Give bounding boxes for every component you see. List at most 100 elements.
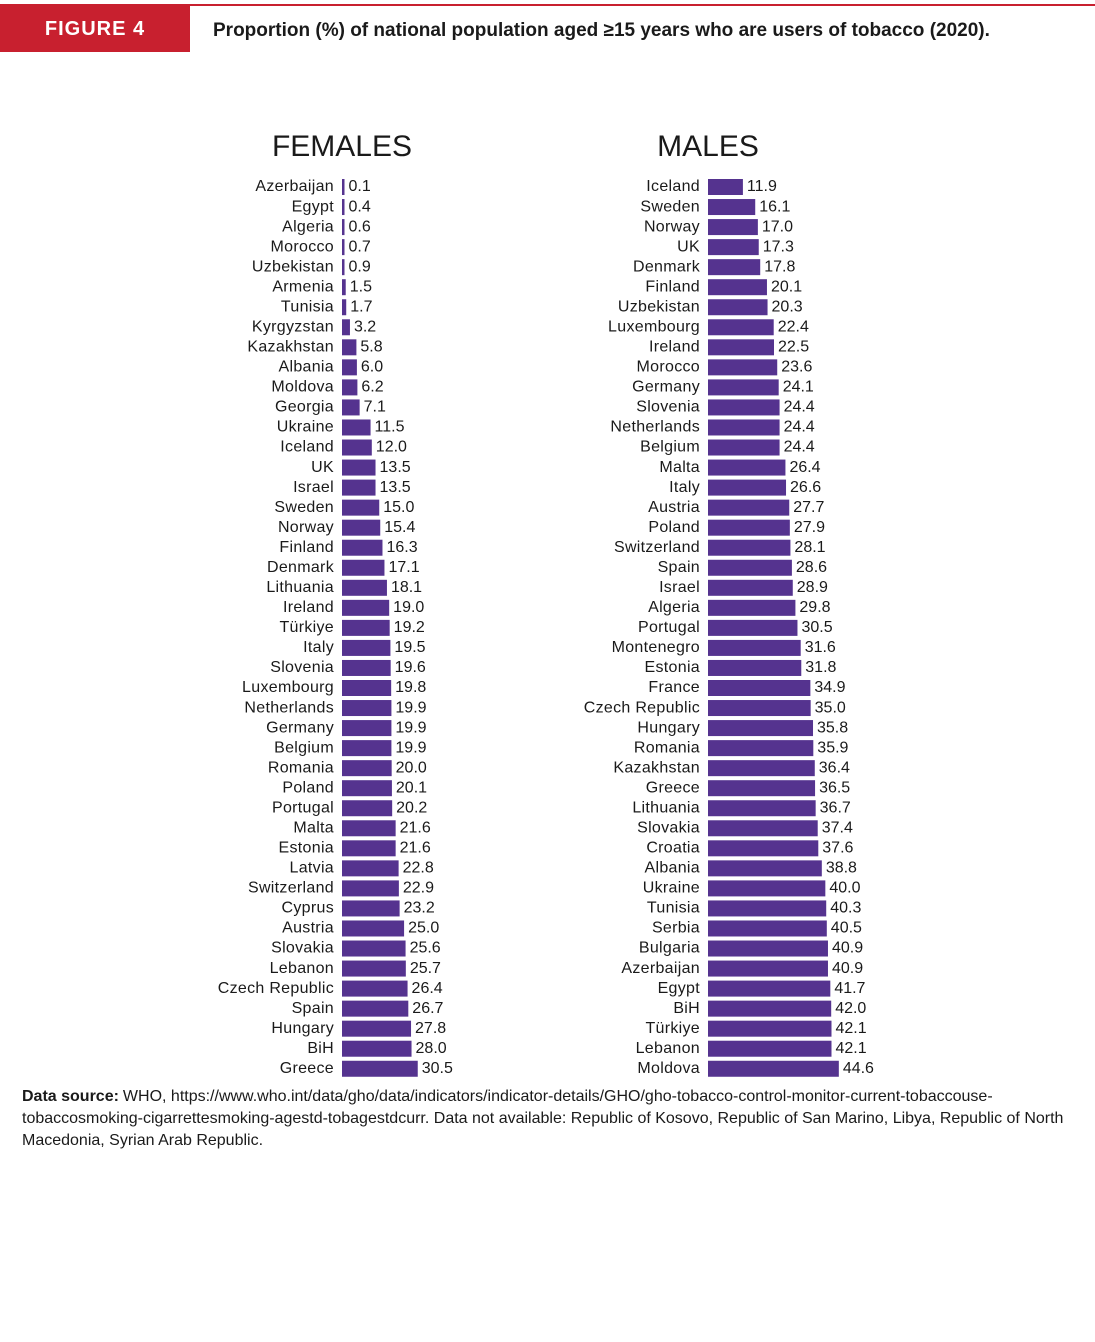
bar (708, 980, 831, 997)
category-label: Morocco (271, 238, 334, 255)
value-label: 37.6 (822, 840, 853, 857)
bar (342, 219, 345, 236)
bar (342, 820, 396, 837)
bar (708, 700, 811, 717)
category-label: Kazakhstan (247, 339, 334, 356)
value-label: 37.4 (822, 819, 853, 836)
bar (342, 760, 392, 777)
category-label: Cyprus (282, 900, 334, 917)
category-label: Latvia (290, 860, 335, 877)
bar (342, 399, 360, 416)
header-rule (0, 4, 1095, 6)
category-label: Montenegro (612, 639, 700, 656)
category-label: BiH (673, 1000, 700, 1017)
category-label: Tunisia (281, 298, 334, 315)
value-label: 19.9 (395, 699, 426, 716)
category-label: Italy (303, 639, 334, 656)
footer: Data source: WHO, https://www.who.int/dat… (22, 1086, 1077, 1152)
category-label: Denmark (267, 559, 335, 576)
category-label: Türkiye (279, 619, 334, 636)
value-label: 40.9 (832, 940, 863, 957)
bar (342, 700, 392, 717)
value-label: 6.2 (361, 379, 383, 396)
bar (342, 1000, 409, 1017)
value-label: 26.7 (412, 1000, 443, 1017)
category-label: Malta (293, 819, 334, 836)
bar (342, 479, 376, 496)
category-label: Croatia (646, 840, 700, 857)
category-label: Sweden (274, 499, 334, 516)
bar (342, 259, 345, 276)
value-label: 11.9 (747, 178, 777, 195)
bar (708, 740, 814, 757)
value-label: 38.8 (826, 860, 857, 877)
value-label: 1.7 (350, 298, 372, 315)
value-label: 27.9 (794, 519, 825, 536)
category-label: Finland (279, 539, 334, 556)
value-label: 21.6 (400, 840, 431, 857)
bar (342, 459, 376, 476)
category-label: Tunisia (647, 900, 700, 917)
category-label: UK (677, 238, 700, 255)
bar (708, 559, 792, 576)
value-label: 18.1 (391, 579, 422, 596)
value-label: 30.5 (422, 1060, 453, 1077)
category-label: Portugal (272, 799, 334, 816)
value-label: 7.1 (364, 399, 386, 416)
bar (708, 820, 818, 837)
category-label: Netherlands (610, 419, 700, 436)
bar (342, 319, 350, 336)
value-label: 42.0 (835, 1000, 866, 1017)
category-label: UK (311, 459, 334, 476)
category-label: Egypt (658, 980, 701, 997)
category-label: Belgium (640, 439, 700, 456)
bar (708, 379, 779, 396)
category-label: Poland (648, 519, 700, 536)
value-label: 26.4 (412, 980, 443, 997)
category-label: Austria (648, 499, 700, 516)
value-label: 19.9 (395, 719, 426, 736)
value-label: 0.1 (349, 178, 371, 195)
value-label: 22.9 (403, 880, 434, 897)
category-label: Norway (278, 519, 334, 536)
footer-label: Data source: (22, 1088, 119, 1105)
bar (342, 1060, 418, 1077)
category-label: Switzerland (248, 880, 334, 897)
category-label: Poland (282, 779, 334, 796)
value-label: 41.7 (834, 980, 865, 997)
value-label: 31.8 (805, 659, 836, 676)
value-label: 20.0 (396, 759, 427, 776)
bar (708, 960, 828, 977)
category-label: Algeria (282, 218, 334, 235)
value-label: 15.4 (384, 519, 415, 536)
value-label: 25.6 (410, 940, 441, 957)
value-label: 0.4 (349, 198, 371, 215)
category-label: Estonia (645, 659, 700, 676)
value-label: 13.5 (380, 479, 411, 496)
bar (708, 399, 780, 416)
category-label: BiH (307, 1040, 334, 1057)
bar (342, 780, 392, 797)
bar (708, 900, 827, 917)
category-label: Kazakhstan (613, 759, 700, 776)
value-label: 19.6 (395, 659, 426, 676)
value-label: 24.1 (783, 379, 814, 396)
bar (342, 800, 393, 817)
bar (342, 740, 392, 757)
value-label: 19.0 (393, 599, 424, 616)
footer-text: WHO, https://www.who.int/data/gho/data/i… (22, 1088, 1064, 1149)
category-label: Lithuania (632, 799, 700, 816)
value-label: 22.4 (778, 318, 809, 335)
category-label: Moldova (637, 1060, 700, 1077)
value-label: 5.8 (360, 339, 382, 356)
value-label: 17.8 (764, 258, 795, 275)
category-label: Israel (659, 579, 700, 596)
bar (708, 479, 787, 496)
bar (708, 179, 743, 195)
category-label: Iceland (646, 178, 700, 195)
bar (708, 219, 758, 236)
value-label: 16.3 (386, 539, 417, 556)
bar (342, 880, 399, 897)
category-label: Spain (292, 1000, 334, 1017)
bar (708, 639, 801, 656)
